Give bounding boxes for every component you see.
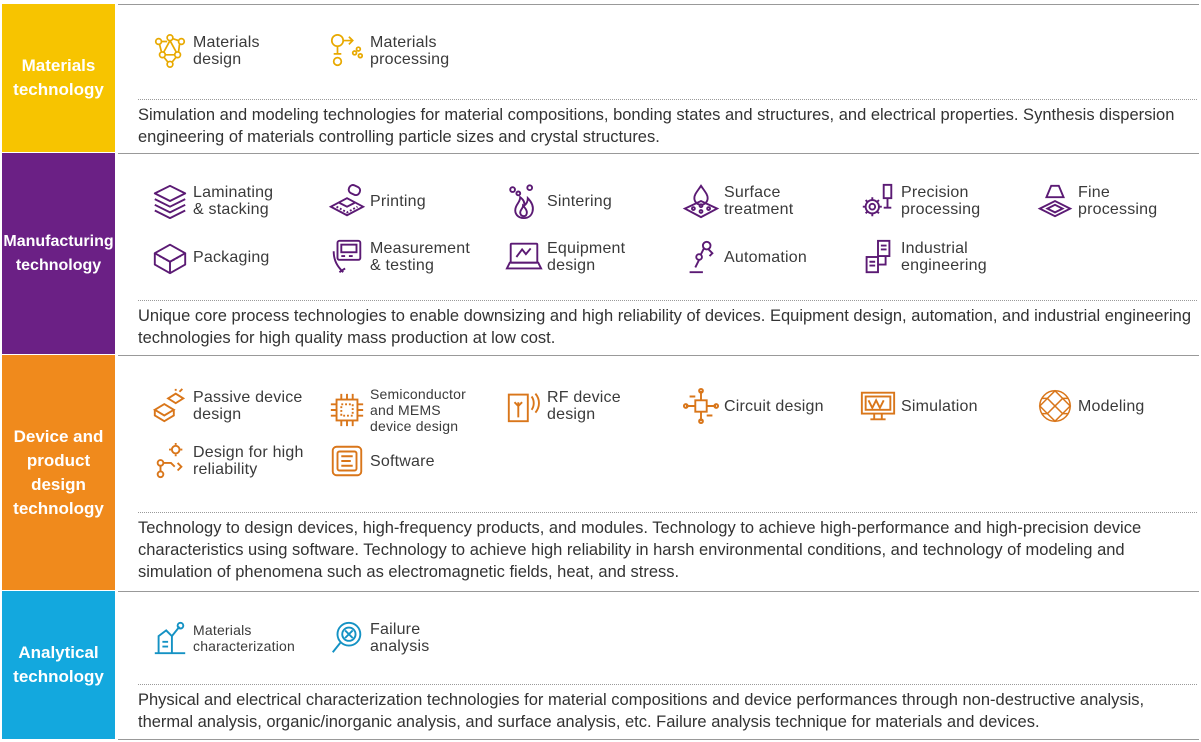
lamp-chip-icon	[1035, 181, 1075, 221]
item-label: Materials processing	[370, 34, 450, 68]
item-fine-processing: Fine processing	[1035, 181, 1157, 221]
category-analytical-technology: Analytical technology	[2, 591, 115, 739]
section-content: Materials design Materials processing Si…	[118, 4, 1199, 153]
category-title: Analytical technology	[13, 643, 104, 686]
item-automation: Automation	[681, 237, 807, 277]
gear-probe-icon	[858, 181, 898, 221]
item-packaging: Packaging	[150, 237, 270, 277]
item-sintering: Sintering	[504, 181, 612, 221]
item-modeling: Modeling	[1035, 386, 1145, 426]
item-label: Failure analysis	[370, 621, 430, 655]
printing-roller-icon	[327, 181, 367, 221]
item-label: RF device design	[547, 389, 621, 423]
factory-line-icon	[858, 237, 898, 277]
item-label: Precision processing	[901, 184, 981, 218]
reliability-icon	[150, 441, 190, 481]
item-label: Printing	[370, 192, 426, 210]
item-precision-processing: Precision processing	[858, 181, 980, 221]
circuit-icon	[681, 386, 721, 426]
item-failure-analysis: Failure analysis	[327, 618, 429, 658]
item-materials-processing: Materials processing	[327, 31, 449, 71]
item-label: Passive device design	[193, 389, 303, 423]
item-software: Software	[327, 441, 435, 481]
item-simulation: Simulation	[858, 386, 978, 426]
software-icon	[327, 441, 367, 481]
section-description: Unique core process technologies to enab…	[138, 300, 1197, 349]
item-design-high-reliability: Design for high reliability	[150, 441, 304, 481]
section-content: Passive device design Semiconductor and …	[118, 355, 1199, 591]
category-title: Materials technology	[13, 56, 104, 99]
item-label: Industrial engineering	[901, 240, 987, 274]
section-content: Materials characterization Failure analy…	[118, 591, 1199, 740]
item-label: Simulation	[901, 397, 978, 415]
item-surface-treatment: Surface treatment	[681, 181, 793, 221]
item-circuit-design: Circuit design	[681, 386, 824, 426]
molecule-icon	[150, 31, 190, 71]
item-laminating-stacking: Laminating & stacking	[150, 181, 273, 221]
item-label: Sintering	[547, 192, 612, 210]
droplet-surface-icon	[681, 181, 721, 221]
magnifier-icon	[327, 618, 367, 658]
item-materials-design: Materials design	[150, 31, 260, 71]
item-label: Packaging	[193, 248, 270, 266]
item-rf-device-design: RF device design	[504, 386, 621, 426]
category-device-product-design-technology: Device and product design technology	[2, 355, 115, 590]
category-title: Device and product design technology	[13, 426, 104, 518]
meter-icon	[327, 237, 367, 277]
flame-icon	[504, 181, 544, 221]
item-label: Measurement & testing	[370, 240, 471, 274]
laptop-design-icon	[504, 237, 544, 277]
item-label: Surface treatment	[724, 184, 794, 218]
item-label: Fine processing	[1078, 184, 1158, 218]
item-printing: Printing	[327, 181, 426, 221]
item-label: Automation	[724, 248, 807, 266]
microscope-icon	[150, 618, 190, 658]
section-materials: Materials technology Materials design Ma…	[0, 4, 1201, 152]
category-manufacturing-technology: Manufacturing technology	[2, 153, 115, 354]
section-analytical: Analytical technology Materials characte…	[0, 591, 1201, 739]
section-description: Technology to design devices, high-frequ…	[138, 512, 1197, 583]
section-content: Laminating & stacking Printing Sintering…	[118, 153, 1199, 355]
flask-process-icon	[327, 31, 367, 71]
item-label: Materials characterization	[193, 622, 296, 654]
item-materials-characterization: Materials characterization	[150, 618, 295, 658]
component-icon	[150, 386, 190, 426]
item-semiconductor-mems: Semiconductor and MEMS device design	[327, 386, 466, 434]
item-label: Equipment design	[547, 240, 626, 274]
category-materials-technology: Materials technology	[2, 4, 115, 152]
monitor-wave-icon	[858, 386, 898, 426]
robot-arm-icon	[681, 237, 721, 277]
layers-icon	[150, 181, 190, 221]
item-label: Software	[370, 452, 435, 470]
item-label: Materials design	[193, 34, 260, 68]
antenna-icon	[504, 386, 544, 426]
mesh-sphere-icon	[1035, 386, 1075, 426]
package-icon	[150, 237, 190, 277]
section-device-product-design: Device and product design technology Pas…	[0, 355, 1201, 590]
item-label: Circuit design	[724, 397, 824, 415]
item-equipment-design: Equipment design	[504, 237, 625, 277]
chip-icon	[327, 390, 367, 430]
item-label: Modeling	[1078, 397, 1145, 415]
item-label: Semiconductor and MEMS device design	[370, 386, 466, 434]
item-measurement-testing: Measurement & testing	[327, 237, 470, 277]
category-title: Manufacturing technology	[3, 232, 114, 274]
item-label: Design for high reliability	[193, 444, 304, 478]
item-passive-device-design: Passive device design	[150, 386, 303, 426]
section-manufacturing: Manufacturing technology Laminating & st…	[0, 153, 1201, 354]
bottom-rule	[118, 739, 1199, 740]
section-description: Simulation and modeling technologies for…	[138, 99, 1197, 148]
item-industrial-engineering: Industrial engineering	[858, 237, 987, 277]
item-label: Laminating & stacking	[193, 184, 274, 218]
section-description: Physical and electrical characterization…	[138, 684, 1197, 733]
